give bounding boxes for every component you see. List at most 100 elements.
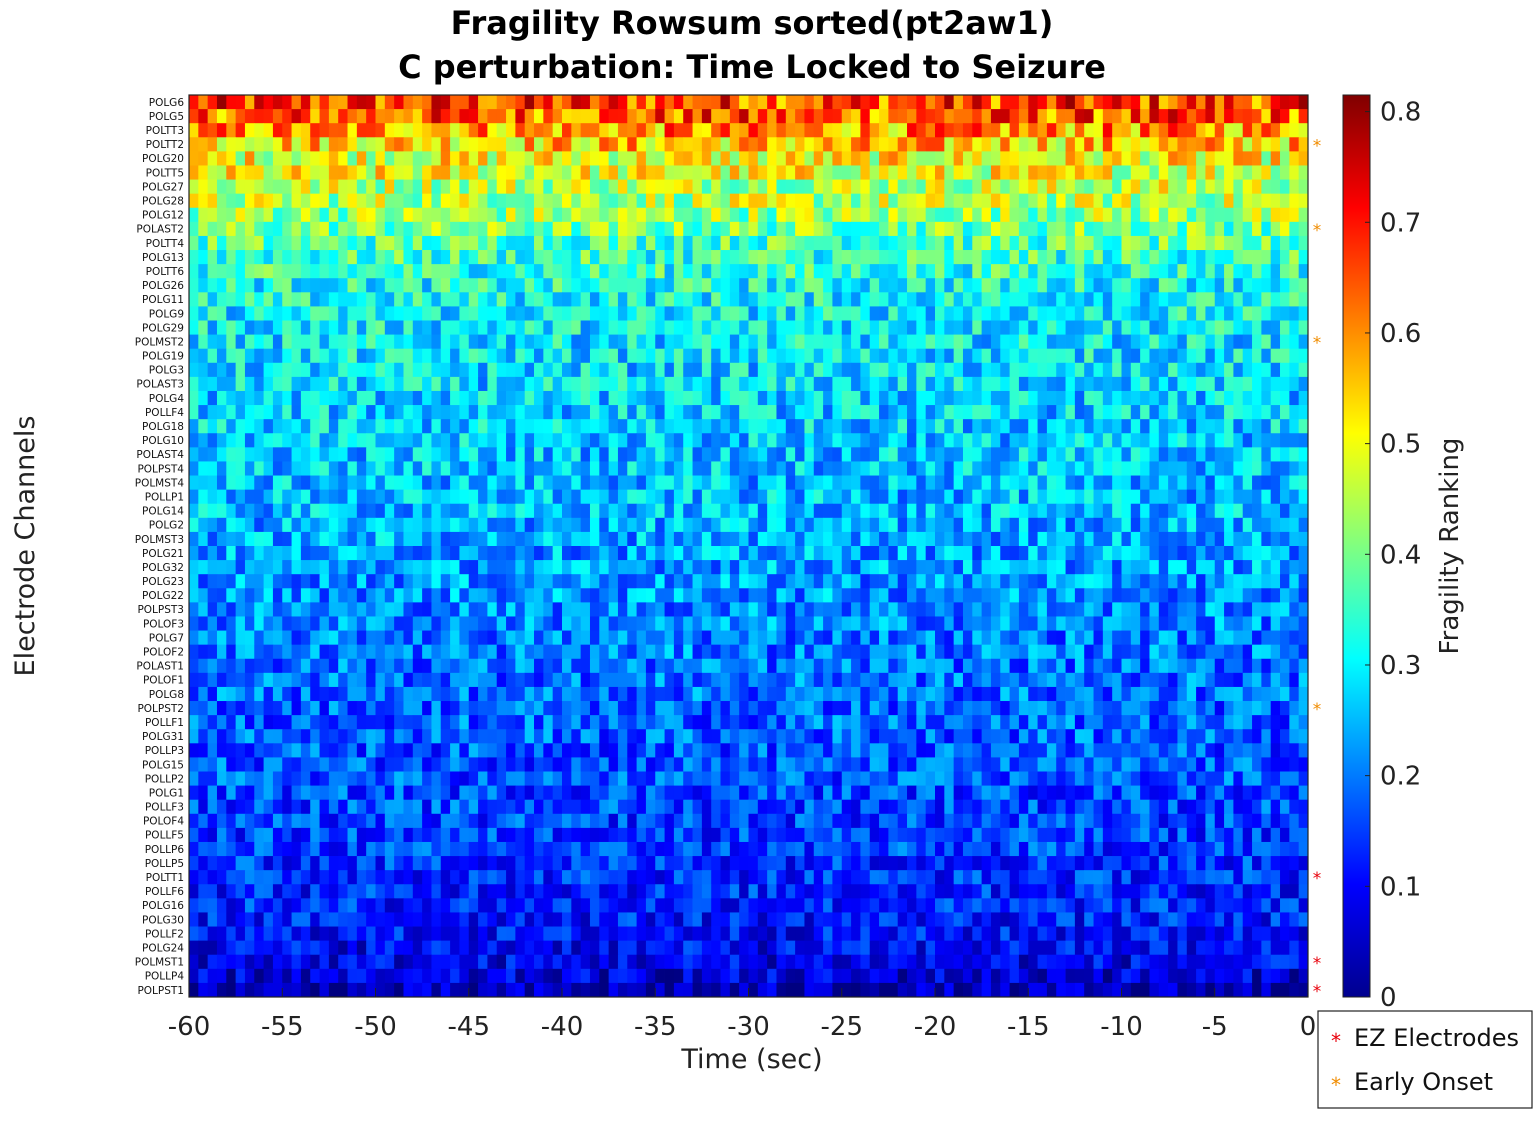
heatmap-cell <box>720 447 731 462</box>
heatmap-cell <box>403 447 414 462</box>
heatmap-cell <box>617 531 628 547</box>
heatmap-cell <box>851 390 861 406</box>
heatmap-cell <box>1018 264 1029 279</box>
heatmap-cell <box>189 672 199 688</box>
heatmap-cell <box>338 207 348 223</box>
heatmap-cell <box>459 165 470 180</box>
heatmap-cell <box>748 616 759 631</box>
heatmap-cell <box>1280 560 1290 575</box>
heatmap-cell <box>962 278 973 293</box>
heatmap-cell <box>888 348 899 364</box>
heatmap-cell <box>189 221 199 237</box>
heatmap-cell <box>1037 193 1048 209</box>
heatmap-cell <box>953 362 964 378</box>
heatmap-cell <box>720 292 731 307</box>
heatmap-cell <box>534 588 544 603</box>
heatmap-cell <box>1205 475 1216 491</box>
heatmap-cell <box>1270 235 1281 251</box>
heatmap-cell <box>1158 447 1169 462</box>
heatmap-cell <box>767 630 777 646</box>
heatmap-cell <box>450 574 460 589</box>
heatmap-cell <box>1102 630 1113 646</box>
heatmap-cell <box>300 362 311 378</box>
heatmap-cell <box>888 250 899 265</box>
heatmap-cell <box>972 165 983 180</box>
heatmap-cell <box>198 320 209 335</box>
heatmap-cell <box>916 630 927 646</box>
heatmap-cell <box>310 658 320 674</box>
heatmap-cell <box>552 405 563 420</box>
heatmap-cell <box>356 235 367 251</box>
heatmap-cell <box>338 179 348 195</box>
heatmap-cell <box>729 348 740 364</box>
heatmap-cell <box>1298 602 1309 617</box>
heatmap-cell <box>990 390 1001 406</box>
heatmap-cell <box>496 405 507 420</box>
heatmap-cell <box>1289 362 1300 378</box>
heatmap-cell <box>981 560 992 575</box>
heatmap-cell <box>244 560 255 575</box>
heatmap-cell <box>235 546 246 561</box>
heatmap-cell <box>701 306 712 321</box>
heatmap-cell <box>1065 560 1076 575</box>
heatmap-cell <box>711 419 721 434</box>
heatmap-cell <box>562 109 572 124</box>
heatmap-cell <box>487 221 498 237</box>
heatmap-cell <box>1028 207 1038 223</box>
heatmap-cell <box>869 560 880 575</box>
heatmap-cell <box>804 123 815 138</box>
heatmap-cell <box>1084 137 1094 152</box>
heatmap-cell <box>431 137 442 152</box>
heatmap-cell <box>1140 250 1150 265</box>
heatmap-cell <box>888 278 899 293</box>
heatmap-cell <box>1140 447 1150 462</box>
heatmap-cell <box>869 433 880 448</box>
heatmap-cell <box>916 644 927 660</box>
heatmap-cell <box>841 405 852 420</box>
heatmap-cell <box>1093 362 1104 378</box>
heatmap-cell <box>655 235 665 251</box>
heatmap-cell <box>757 264 768 279</box>
heatmap-cell <box>757 517 768 533</box>
heatmap-cell <box>879 546 889 561</box>
heatmap-cell <box>319 588 330 603</box>
heatmap-cell <box>701 630 712 646</box>
heatmap-cell <box>1224 390 1234 406</box>
heatmap-cell <box>216 405 227 420</box>
heatmap-cell <box>254 151 264 166</box>
heatmap-cell <box>599 390 610 406</box>
heatmap-cell <box>711 503 721 519</box>
heatmap-cell <box>953 292 964 307</box>
heatmap-cell <box>524 433 535 448</box>
heatmap-cell <box>1074 658 1085 674</box>
heatmap-cell <box>953 546 964 561</box>
heatmap-cell <box>534 165 544 180</box>
heatmap-cell <box>1018 630 1029 646</box>
heatmap-cell <box>506 433 516 448</box>
heatmap-cell <box>1130 292 1141 307</box>
heatmap-cell <box>1186 348 1197 364</box>
heatmap-cell <box>720 278 731 293</box>
heatmap-cell <box>478 602 488 617</box>
heatmap-cell <box>804 151 815 166</box>
heatmap-cell <box>440 264 451 279</box>
heatmap-cell <box>897 447 908 462</box>
heatmap-cell <box>972 109 983 124</box>
heatmap-cell <box>1046 306 1057 321</box>
heatmap-cell <box>879 658 889 674</box>
heatmap-cell <box>692 235 703 251</box>
heatmap-cell <box>282 616 292 631</box>
heatmap-cell <box>823 151 833 166</box>
heatmap-cell <box>729 109 740 124</box>
heatmap-cell <box>1093 447 1104 462</box>
heatmap-cell <box>1093 137 1104 152</box>
heatmap-cell <box>1214 503 1225 519</box>
heatmap-cell <box>515 348 526 364</box>
heatmap-cell <box>664 461 675 476</box>
heatmap-cell <box>478 278 488 293</box>
heatmap-cell <box>729 574 740 589</box>
heatmap-cell <box>701 362 712 378</box>
heatmap-cell <box>1205 235 1216 251</box>
heatmap-cell <box>729 292 740 307</box>
heatmap-cell <box>655 433 665 448</box>
